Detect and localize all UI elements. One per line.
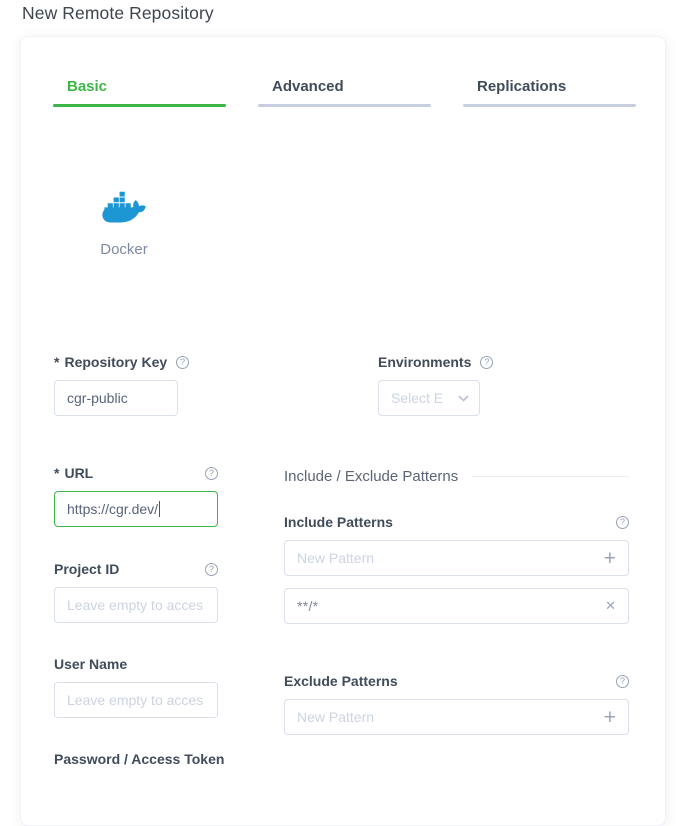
package-type-label: Docker xyxy=(100,241,148,258)
password-field: Password / Access Token xyxy=(54,751,274,767)
user-name-field: User Name Leave empty to acces xyxy=(54,656,218,718)
url-help-icon[interactable]: ? xyxy=(205,466,218,480)
docker-icon xyxy=(102,191,146,223)
user-name-input[interactable]: Leave empty to acces xyxy=(54,682,218,718)
add-exclude-pattern-icon[interactable]: + xyxy=(603,705,616,729)
include-pattern-item: **/* ✕ xyxy=(284,588,629,624)
project-id-label: Project ID ? xyxy=(54,561,218,577)
page-title: New Remote Repository xyxy=(22,3,214,23)
package-type-docker[interactable]: Docker xyxy=(81,190,167,258)
tab-basic-underline xyxy=(53,104,226,107)
url-label: * URL ? xyxy=(54,465,218,481)
project-id-field: Project ID ? Leave empty to acces xyxy=(54,561,218,623)
project-id-input[interactable]: Leave empty to acces xyxy=(54,587,218,623)
section-divider xyxy=(472,476,629,477)
remove-pattern-icon[interactable]: ✕ xyxy=(605,598,616,613)
patterns-section-title: Include / Exclude Patterns xyxy=(284,468,459,485)
include-patterns-field: Include Patterns ? New Pattern + **/* ✕ xyxy=(284,514,629,624)
tab-basic[interactable]: Basic xyxy=(53,79,226,107)
environments-select[interactable]: Select E xyxy=(378,380,480,416)
repository-form-card: Basic Advanced Replications Docker xyxy=(20,36,666,826)
repository-key-field: * Repository Key ? cgr-public xyxy=(54,354,190,416)
environments-label: Environments ? xyxy=(378,354,494,370)
text-cursor xyxy=(159,501,161,517)
repository-key-input[interactable]: cgr-public xyxy=(54,380,178,416)
add-include-pattern-icon[interactable]: + xyxy=(603,546,616,570)
repository-key-help-icon[interactable]: ? xyxy=(176,355,190,369)
chevron-down-icon xyxy=(458,394,469,402)
exclude-patterns-label: Exclude Patterns ? xyxy=(284,673,629,689)
exclude-patterns-field: Exclude Patterns ? New Pattern + xyxy=(284,673,629,735)
required-marker: * xyxy=(54,354,60,370)
tab-replications-label: Replications xyxy=(477,78,567,95)
tab-advanced-underline xyxy=(258,104,431,107)
project-id-help-icon[interactable]: ? xyxy=(205,562,218,576)
url-field: * URL ? https://cgr.dev/ xyxy=(54,465,218,527)
include-patterns-label: Include Patterns ? xyxy=(284,514,629,530)
include-pattern-input[interactable]: New Pattern + xyxy=(284,540,629,576)
tab-advanced-label: Advanced xyxy=(272,78,344,95)
repository-key-label: * Repository Key ? xyxy=(54,354,190,370)
user-name-label: User Name xyxy=(54,656,128,672)
tab-basic-label: Basic xyxy=(67,78,108,95)
tab-replications[interactable]: Replications xyxy=(463,79,636,107)
environments-help-icon[interactable]: ? xyxy=(480,355,494,369)
tab-bar: Basic Advanced Replications xyxy=(53,79,636,107)
include-patterns-help-icon[interactable]: ? xyxy=(616,515,629,529)
exclude-patterns-help-icon[interactable]: ? xyxy=(616,674,629,688)
environments-field: Environments ? Select E xyxy=(378,354,494,416)
exclude-pattern-input[interactable]: New Pattern + xyxy=(284,699,629,735)
password-label: Password / Access Token xyxy=(54,751,225,767)
tab-advanced[interactable]: Advanced xyxy=(258,79,431,107)
patterns-section-header: Include / Exclude Patterns xyxy=(284,468,629,485)
tab-replications-underline xyxy=(463,104,636,107)
required-marker: * xyxy=(54,465,60,481)
url-input[interactable]: https://cgr.dev/ xyxy=(54,491,218,527)
